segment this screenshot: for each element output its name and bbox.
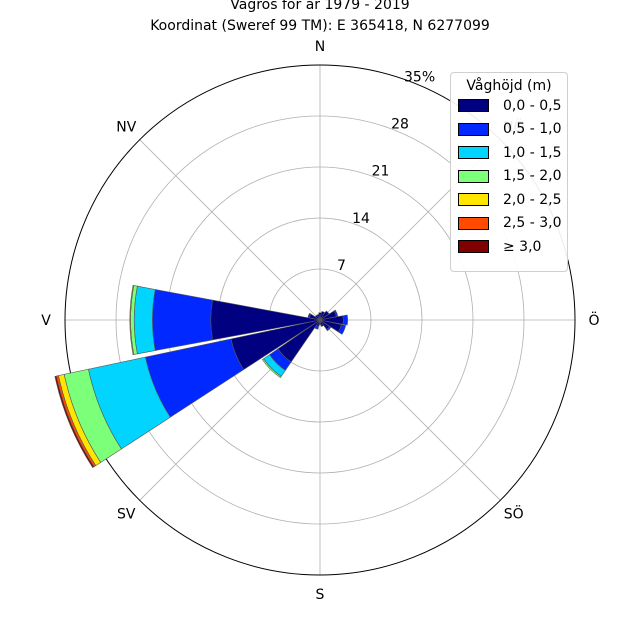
legend-item-3: 1,5 - 2,0 xyxy=(458,165,567,189)
bar-SÖ-1 xyxy=(326,326,332,332)
legend-swatch-4 xyxy=(458,193,489,207)
chart-subtitle: Koordinat (Sweref 99 TM): E 365418, N 62… xyxy=(150,18,490,34)
compass-label-7: NV xyxy=(116,119,136,135)
legend-swatch-1 xyxy=(458,122,489,136)
legend-label-4: 2,0 - 2,5 xyxy=(503,191,562,208)
bar-ÖNÖ-1 xyxy=(333,309,339,317)
compass-label-2: Ö xyxy=(588,311,599,329)
legend-item-6: ≥ 3,0 xyxy=(458,235,567,259)
legend-title: Våghöjd (m) xyxy=(466,78,552,94)
grid-spoke-3 xyxy=(319,319,501,501)
chart-title: Vågros för år 1979 - 2019 xyxy=(230,0,410,13)
legend-swatch-2 xyxy=(458,146,489,160)
compass-label-4: S xyxy=(316,587,325,603)
radial-tick-label-2: 21 xyxy=(372,164,390,180)
compass-label-0: N xyxy=(315,39,325,55)
bar-NNV-0 xyxy=(316,313,321,321)
legend-item-5: 2,5 - 3,0 xyxy=(458,212,567,236)
legend-label-5: 2,5 - 3,0 xyxy=(503,215,562,232)
legend-swatch-0 xyxy=(458,99,489,113)
legend-swatch-6 xyxy=(458,240,489,254)
legend-label-3: 1,5 - 2,0 xyxy=(503,168,562,185)
legend-item-4: 2,0 - 2,5 xyxy=(458,188,567,212)
bar-VSV-6 xyxy=(54,375,95,469)
bar-Ö-1 xyxy=(342,314,348,326)
radial-tick-label-3: 28 xyxy=(391,117,409,133)
outer-frame xyxy=(64,64,576,576)
legend-label-1: 0,5 - 1,0 xyxy=(503,121,562,138)
legend-swatch-3 xyxy=(458,169,489,183)
bar-V-4 xyxy=(129,284,135,356)
compass-label-5: SV xyxy=(117,507,136,523)
radial-tick-label-4: 35% xyxy=(404,69,435,85)
compass-label-6: V xyxy=(41,313,51,329)
rose-bars xyxy=(54,284,348,469)
legend-item-0: 0,0 - 0,5 xyxy=(458,94,567,118)
legend-item-2: 1,0 - 1,5 xyxy=(458,141,567,165)
legend-label-2: 1,0 - 1,5 xyxy=(503,144,562,161)
grid-spoke-7 xyxy=(139,139,321,321)
bar-V-1 xyxy=(152,289,213,351)
legend-label-6: ≥ 3,0 xyxy=(503,238,542,255)
legend: Våghöjd (m) 0,0 - 0,5 0,5 - 1,0 1,0 - 1,5 1… xyxy=(450,72,568,272)
compass-label-3: SÖ xyxy=(504,505,524,523)
radial-tick-label-1: 14 xyxy=(352,211,370,227)
legend-swatch-5 xyxy=(458,216,489,230)
bar-V-2 xyxy=(133,285,156,355)
bar-ÖSÖ-1 xyxy=(337,324,347,335)
bar-VNV-1 xyxy=(307,312,312,319)
radial-tick-label-0: 7 xyxy=(337,258,346,274)
legend-item-1: 0,5 - 1,0 xyxy=(458,118,567,142)
bar-SV-3 xyxy=(261,358,282,379)
legend-label-0: 0,0 - 0,5 xyxy=(503,97,562,114)
legend-items: 0,0 - 0,5 0,5 - 1,0 1,0 - 1,5 1,5 - 2,0 2,0 … xyxy=(451,94,567,259)
bar-SSÖ-0 xyxy=(319,319,324,327)
